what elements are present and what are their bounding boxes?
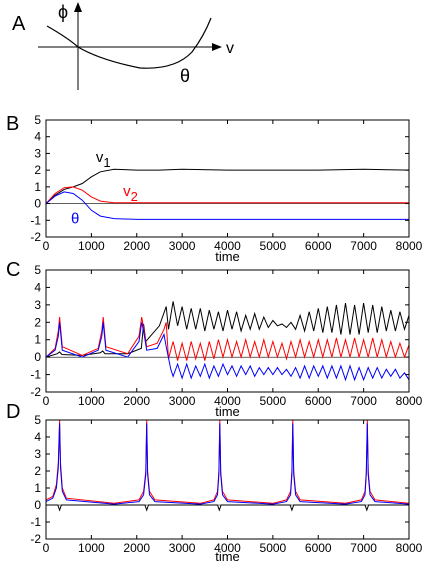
y-tick-label: 2 [34,464,41,478]
y-tick-label: -2 [30,532,41,546]
x-tick-label: 4000 [214,394,241,408]
x-tick-label: 7000 [350,394,377,408]
panel-d-chart: 0 1000 2000 3000 4000 5000 6000 7000 8000-2-1012… [30,413,422,563]
y-tick-label: -1 [30,515,41,529]
x-tick-label: 4000 [214,239,241,253]
v-axis-arrow-icon [212,43,222,51]
panel-c-letter: C [6,259,20,281]
y-tick-label: 0 [34,350,41,364]
x-tick-label: 8000 [396,394,423,408]
panel-b-chart: 0 1000 2000 3000 4000 5000 6000 7000 8000-2-1012… [30,113,422,264]
x-tick-label: 0 [43,239,50,253]
y-tick-label: 0 [34,197,41,211]
x-tick-label: 3000 [169,541,196,555]
x-axis-label: time [215,404,240,419]
series-line-0 [45,168,410,204]
x-tick-label: 3000 [169,394,196,408]
series-line-2 [45,322,410,382]
x-tick-label: 5000 [260,394,287,408]
y-tick-label: 1 [34,333,41,347]
x-tick-label: 7000 [350,239,377,253]
x-tick-label: 6000 [305,239,332,253]
x-tick-label: 0 [43,541,50,555]
y-tick-label: 5 [34,413,41,427]
y-tick-label: -2 [30,385,41,399]
x-tick-label: 6000 [305,541,332,555]
y-tick-label: -1 [30,213,41,227]
y-tick-label: 4 [34,430,41,444]
x-tick-label: 2000 [123,541,150,555]
series-line-1 [45,186,409,204]
series-line-0 [45,301,410,358]
panel-a: A ϕ v θ [12,2,234,90]
x-tick-label: 8000 [396,239,423,253]
x-tick-label: 2000 [123,394,150,408]
series-line-2 [45,423,410,505]
series-line-0 [46,504,409,512]
x-tick-label: 7000 [350,541,377,555]
y-tick-label: 4 [34,280,41,294]
y-tick-label: 0 [34,498,41,512]
x-tick-label: 3000 [169,239,196,253]
panel-d-letter: D [6,401,20,423]
y-tick-label: 1 [34,481,41,495]
x-tick-label: 2000 [123,239,150,253]
x-tick-label: 0 [43,394,50,408]
series-annotation: θ [71,211,79,228]
x-tick-label: 4000 [214,541,241,555]
y-tick-label: 5 [34,263,41,277]
y-tick-label: -2 [30,230,41,244]
panel-b-letter: B [6,113,19,135]
x-tick-label: 1000 [78,239,105,253]
phi-label: ϕ [58,2,68,22]
series-line-1 [45,419,410,504]
plot-frame [45,419,410,540]
phi-axis-arrow-icon [74,2,82,12]
panel-c-chart: 0 1000 2000 3000 4000 5000 6000 7000 8000-2-1012… [30,263,422,419]
y-tick-label: 3 [34,447,41,461]
x-tick-label: 5000 [260,239,287,253]
series-annotation: v1 [96,149,111,170]
y-tick-label: 3 [34,298,41,312]
x-axis-label: time [215,249,240,264]
x-tick-label: 1000 [78,541,105,555]
y-tick-label: 4 [34,130,41,144]
y-tick-label: 2 [34,315,41,329]
series-line-2 [45,191,409,220]
y-tick-label: 5 [34,113,41,127]
x-tick-label: 8000 [396,541,423,555]
phi-curve [46,17,212,69]
panel-a-letter: A [12,13,26,35]
plot-frame [45,269,410,393]
series-annotation: v2 [123,183,138,204]
series-line-1 [45,317,410,361]
y-tick-label: 3 [34,146,41,160]
plot-frame [45,119,410,238]
y-tick-label: 2 [34,163,41,177]
x-axis-label: time [215,549,240,563]
theta-label: θ [180,66,190,86]
y-tick-label: 1 [34,180,41,194]
v-label: v [226,40,234,57]
x-tick-label: 6000 [305,394,332,408]
y-tick-label: -1 [30,368,41,382]
x-tick-label: 5000 [260,541,287,555]
x-tick-label: 1000 [78,394,105,408]
